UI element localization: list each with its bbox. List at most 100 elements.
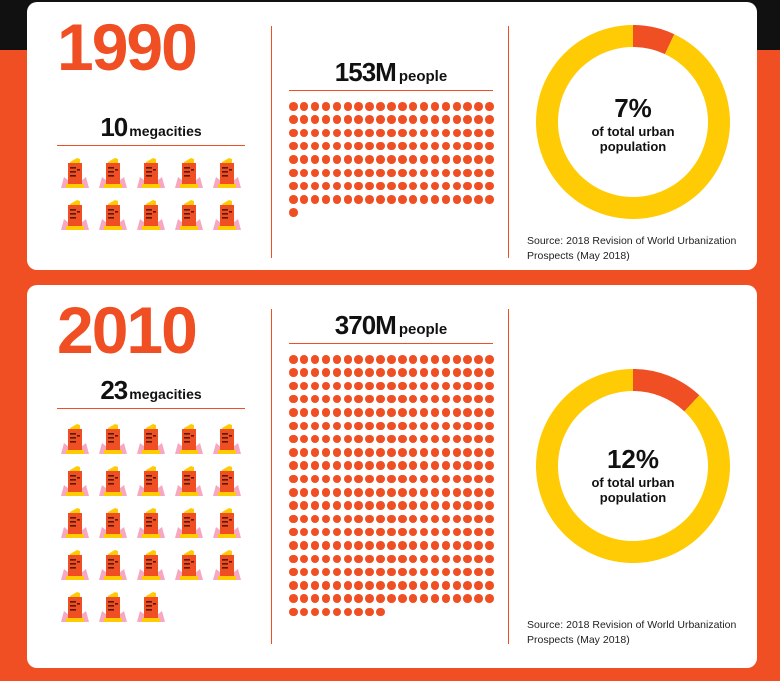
person-dot [387,514,396,524]
person-dot [376,155,385,164]
person-dot [299,102,309,111]
person-dot [419,128,429,138]
person-dot [343,168,353,178]
person-dot [299,448,309,457]
person-dot [289,155,298,164]
person-dot [408,488,418,497]
person-dot [419,594,429,603]
person-dot [419,527,429,537]
person-dot [354,434,363,444]
person-dot [289,554,298,564]
person-dot [376,527,385,537]
person-dot [408,128,418,138]
person-dot [289,408,298,417]
person-dot [441,527,451,537]
person-dot [387,541,396,550]
person-dot [474,141,483,151]
building-icon [60,463,90,497]
person-dot [430,155,440,164]
donut-slice-share [633,25,675,55]
person-dot [289,461,298,470]
person-dot [430,474,440,484]
building-icon [174,421,204,455]
person-dot [289,527,298,537]
person-dot [321,567,331,577]
person-dot [289,355,298,364]
person-dot [474,381,483,391]
person-dot [419,394,429,404]
person-dot [321,141,331,151]
person-dot [452,461,462,470]
person-dot [343,181,353,191]
person-dot [452,355,462,364]
person-dot [419,155,429,164]
person-dot [474,115,483,124]
person-dot [408,195,418,204]
person-dot [441,488,451,497]
person-dot [430,102,440,111]
person-dot [452,155,462,164]
building-icon [60,197,90,231]
person-dot [408,408,418,417]
person-dot [430,501,440,510]
person-dot [343,541,353,550]
person-dot [299,567,309,577]
person-dot [408,368,418,377]
person-dot [332,141,342,151]
person-dot [354,115,363,124]
panel-2010: 2010 23 megacities 370M people 12% of tota… [27,285,757,668]
person-dot [463,141,472,151]
person-dot [387,168,396,178]
person-dot [430,381,440,391]
person-dot [474,448,483,457]
panel-1990: 1990 10 megacities 153M people 7% of total… [27,2,757,270]
megacities-word: megacities [129,123,202,139]
person-dot [398,155,407,164]
person-dot [474,421,483,431]
person-dot [321,554,331,564]
person-dot [463,181,472,191]
person-dot [408,501,418,510]
megacities-label: 23 megacities [57,375,245,409]
building-icon [212,197,242,231]
person-dot [321,128,331,138]
person-dot [408,554,418,564]
person-dot [387,355,396,364]
person-dot [398,421,407,431]
person-dot [387,421,396,431]
person-dot [365,168,374,178]
person-dot [452,181,462,191]
person-dot [452,488,462,497]
person-dot [343,115,353,124]
person-dot [376,434,385,444]
person-dot [485,461,494,470]
person-dot [343,141,353,151]
person-dot [430,115,440,124]
person-dot [430,448,440,457]
person-dot [408,527,418,537]
building-icon [98,505,128,539]
person-dot [332,168,342,178]
person-dot [376,541,385,550]
person-dot [430,541,440,550]
person-dot [289,394,298,404]
person-dot [474,195,483,204]
building-icon [136,197,166,231]
person-dot [419,474,429,484]
person-dot [321,434,331,444]
person-dot [398,554,407,564]
person-dot [419,581,429,590]
person-dot [485,115,494,124]
person-dot [485,368,494,377]
person-dot [452,527,462,537]
person-dot [419,115,429,124]
person-dot [452,115,462,124]
building-icon [60,155,90,189]
person-dot [343,488,353,497]
person-dot [289,607,298,617]
person-dot [365,527,374,537]
person-dot [430,141,440,151]
person-dot [365,567,374,577]
person-dot [463,527,472,537]
person-dot [474,434,483,444]
